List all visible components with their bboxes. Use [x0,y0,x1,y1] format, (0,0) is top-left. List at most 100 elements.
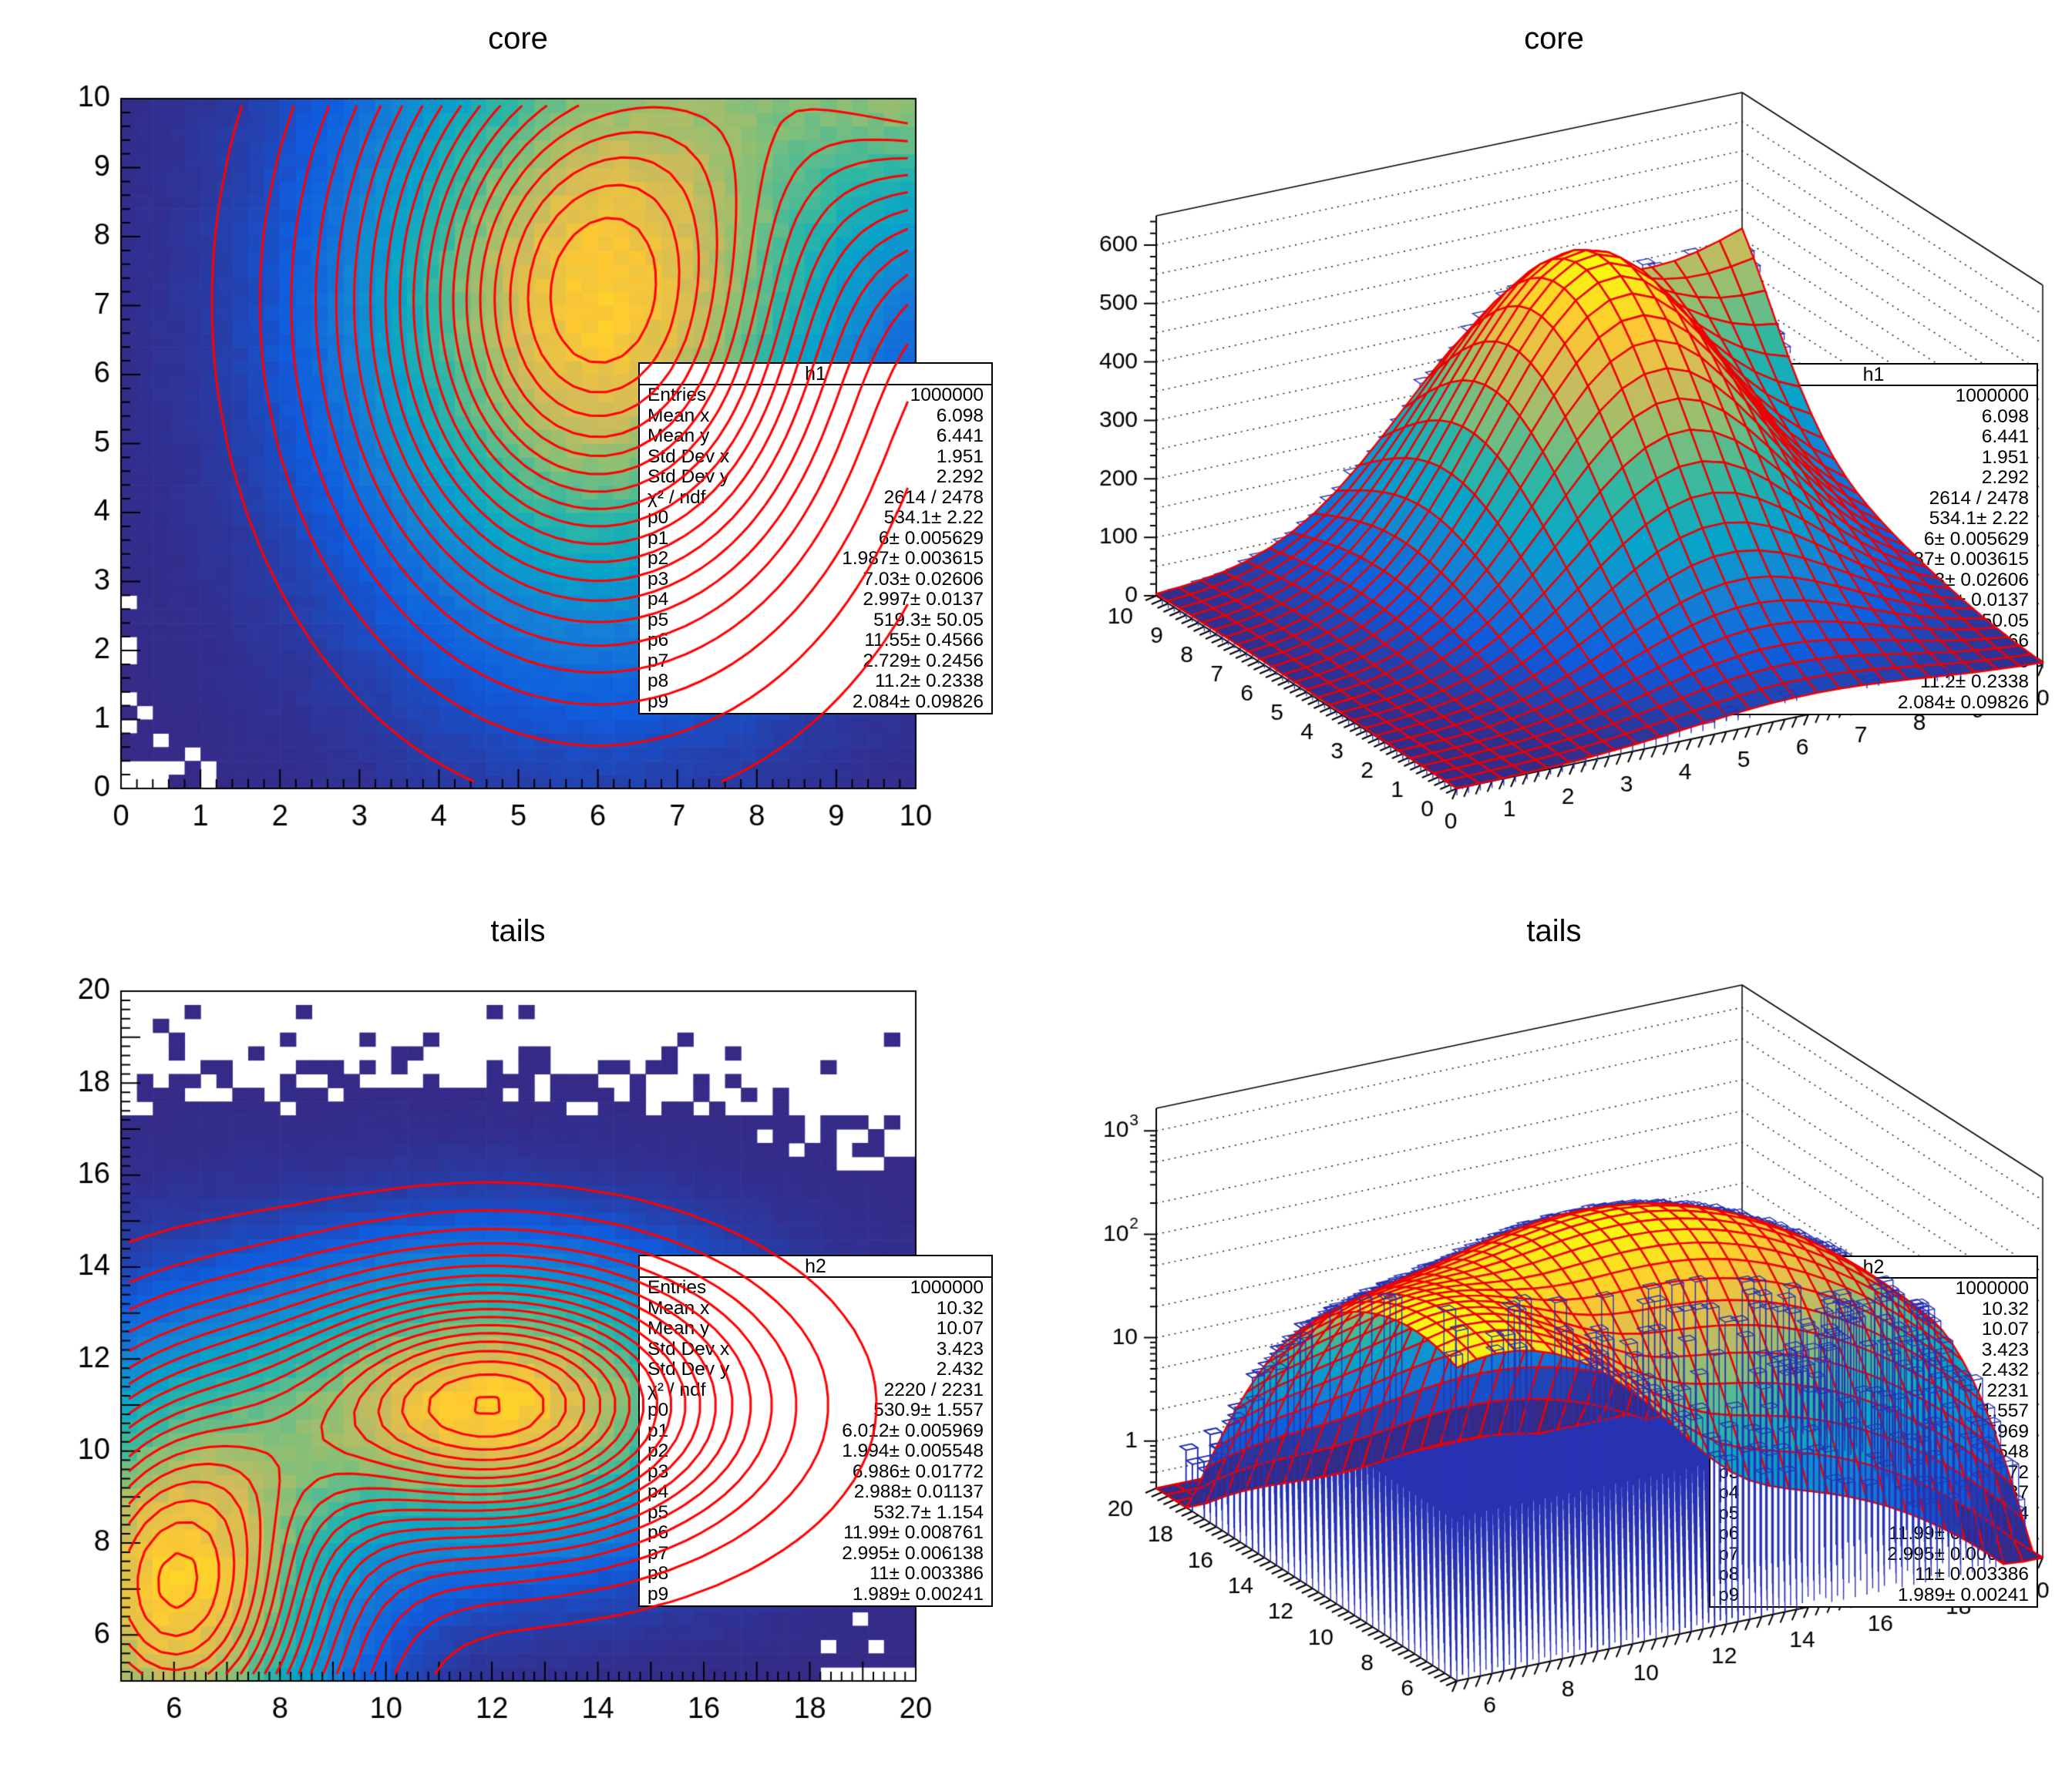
stats-row: Std Dev y 2.432 [640,1359,991,1380]
stats-value: 519.3± 50.05 [1919,610,2029,631]
stats-row: Entries 1000000 [1710,385,2037,407]
stats-label: Std Dev x [1718,1339,1801,1360]
stats-value: 2.997± 0.0137 [863,589,984,610]
stats-value: 2614 / 2478 [1929,487,2029,509]
stats-row: p2 1.994± 0.005548 [1710,1441,2037,1463]
stats-row: Std Dev x 3.423 [640,1338,991,1360]
stats-value: 2.432 [1981,1360,2029,1381]
stats-value: 11± 0.003386 [1915,1564,2029,1585]
stats-value: 3.423 [936,1338,984,1360]
stats-label: p6 [1718,1523,1740,1545]
stats-label: p7 [648,1542,669,1564]
stats-row: p4 2.988± 0.01137 [1710,1482,2037,1504]
stats-value: 11.55± 0.4566 [864,630,984,651]
stats-row: p7 2.995± 0.006138 [1710,1543,2037,1565]
pad-core-surface: h1 Entries 1000000 Mean x 6.098 Mean y 6.441 St… [1036,0,2072,892]
stats-value: 2.292 [1981,467,2029,489]
stats-row: Entries 1000000 [1710,1278,2037,1299]
stats-row: p5 519.3± 50.05 [1710,610,2037,632]
stats-value: 11± 0.003386 [870,1563,984,1585]
stats-label: Std Dev x [648,1338,730,1360]
stats-label: p3 [1718,1461,1740,1483]
stats-label: χ² / ndf [1718,487,1777,509]
stats-row: p4 2.997± 0.0137 [640,589,991,610]
stats-label: p6 [1718,630,1740,652]
stats-value: 6.012± 0.005969 [842,1420,984,1441]
stats-label: p1 [648,527,669,549]
stats-value: 1.989± 0.00241 [1897,1584,2029,1605]
stats-label: p8 [648,671,669,692]
stats-row: p7 2.729± 0.2456 [640,650,991,672]
stats-value: 10.32 [936,1297,984,1319]
stats-label: p1 [1718,528,1740,550]
stats-label: p9 [1718,1584,1740,1605]
stats-label: Mean x [1718,405,1781,427]
stats-box-h2: h2 Entries 1000000 Mean x 10.32 Mean y 10.07 St… [638,1255,993,1607]
stats-label: χ² / ndf [648,1379,706,1400]
stats-value: 2614 / 2478 [883,486,984,508]
stats-value: 3.423 [1981,1339,2029,1360]
stats-value: 2.084± 0.09826 [1897,691,2029,713]
stats-row: p6 11.55± 0.4566 [640,630,991,651]
stats-value: 2.292 [936,466,984,488]
stats-title: h1 [1710,365,2037,386]
stats-label: p8 [1718,671,1740,693]
stats-label: p4 [648,589,669,610]
stats-value: 6.098 [1981,405,2029,427]
stats-row: p9 1.989± 0.00241 [640,1584,991,1605]
stats-value: 6.986± 0.01772 [852,1461,984,1482]
pad-title: core [488,22,548,55]
stats-value: 2.084± 0.09826 [852,691,984,712]
stats-label: p9 [648,691,669,712]
stats-value: 6± 0.005629 [1923,528,2029,550]
stats-row: p4 2.988± 0.01137 [640,1481,991,1503]
stats-row: Entries 1000000 [640,385,991,406]
stats-value: 2.729± 0.2456 [1908,650,2030,672]
stats-row: p8 11.2± 0.2338 [1710,671,2037,693]
stats-value: 6.986± 0.01772 [1897,1461,2029,1483]
stats-row: Std Dev x 3.423 [1710,1340,2037,1361]
stats-value: 1.951 [1981,446,2029,468]
stats-value: 519.3± 50.05 [873,609,984,630]
stats-label: Std Dev x [648,445,730,467]
stats-value: 7.03± 0.02606 [863,568,984,590]
stats-row: Mean x 10.32 [1710,1299,2037,1320]
stats-row: Mean x 6.098 [1710,405,2037,428]
stats-value: 2220 / 2231 [883,1379,984,1400]
pad-tails-heatmap: h2 Entries 1000000 Mean x 10.32 Mean y 10.07 St… [0,892,1036,1785]
stats-label: p8 [1718,1564,1740,1585]
stats-label: p8 [648,1563,669,1585]
stats-label: Std Dev y [648,466,730,488]
stats-row: χ² / ndf 2614 / 2478 [640,486,991,509]
stats-row: Std Dev y 2.432 [1710,1360,2037,1381]
stats-row: p8 11± 0.003386 [640,1563,991,1585]
stats-label: p2 [648,548,669,570]
stats-label: p9 [1718,691,1740,713]
stats-label: p6 [648,630,669,651]
stats-label: p7 [1718,1543,1740,1565]
stats-label: Mean x [1718,1298,1781,1319]
stats-row: p3 6.986± 0.01772 [640,1461,991,1483]
stats-label: Std Dev y [1718,467,1801,489]
stats-value: 530.9± 1.557 [873,1400,984,1421]
stats-row: p8 11± 0.003386 [1710,1564,2037,1585]
stats-title: h2 [1710,1257,2037,1279]
stats-label: χ² / ndf [648,486,706,508]
stats-label: p3 [1718,569,1740,590]
stats-row: p5 519.3± 50.05 [640,610,991,631]
stats-value: 1000000 [910,385,984,406]
stats-label: Entries [648,385,707,406]
stats-row: p2 1.994± 0.005548 [640,1440,991,1462]
stats-row: p9 2.084± 0.09826 [1710,691,2037,714]
stats-value: 534.1± 2.22 [1929,508,2029,529]
pad-title: tails [490,914,546,948]
stats-value: 11.2± 0.2338 [1919,671,2029,693]
stats-row: p1 6.012± 0.005969 [1710,1421,2037,1443]
stats-row: p0 534.1± 2.22 [1710,508,2037,529]
stats-label: Mean y [1718,1319,1781,1340]
pad-title: core [1524,22,1584,55]
stats-label: p5 [648,609,669,630]
stats-label: p7 [1718,650,1740,672]
stats-value: 10.07 [1981,1319,2029,1340]
